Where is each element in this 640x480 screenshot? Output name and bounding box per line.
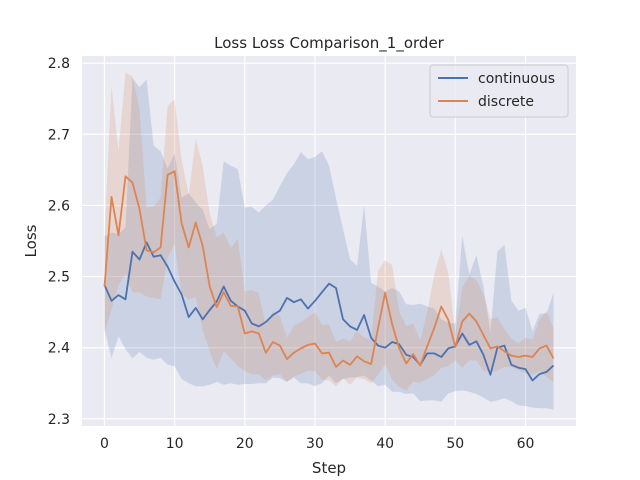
chart-title: Loss Loss Comparison_1_order	[214, 34, 445, 53]
x-tick-label: 0	[100, 436, 109, 452]
y-tick-label: 2.7	[48, 127, 70, 143]
band-continuous	[104, 78, 554, 410]
x-tick-label: 40	[376, 436, 394, 452]
legend-label-continuous: continuous	[478, 71, 555, 87]
x-axis-title: Step	[312, 459, 346, 477]
band-discrete	[104, 72, 554, 391]
line-discrete	[103, 170, 555, 368]
confidence-bands	[104, 72, 554, 410]
y-tick-label: 2.5	[48, 270, 70, 286]
y-tick-label: 2.6	[48, 198, 70, 214]
x-tick-label: 50	[446, 436, 464, 452]
x-tick-label: 60	[517, 436, 535, 452]
x-tick-labels: 0 10 20 30 40 50 60	[100, 436, 534, 452]
x-tick-label: 30	[306, 436, 324, 452]
legend: continuous discrete	[429, 64, 569, 118]
line-continuous	[103, 241, 555, 382]
x-tick-label: 10	[166, 436, 184, 452]
y-tick-label: 2.4	[48, 341, 70, 357]
grid-lines	[82, 56, 576, 426]
y-tick-label: 2.8	[48, 56, 70, 72]
series-lines	[103, 170, 555, 382]
legend-label-discrete: discrete	[478, 94, 534, 110]
x-tick-label: 20	[236, 436, 254, 452]
y-axis-title: Loss	[22, 224, 40, 257]
y-tick-labels: 2.3 2.4 2.5 2.6 2.7 2.8	[48, 56, 70, 428]
y-tick-label: 2.3	[48, 412, 70, 428]
